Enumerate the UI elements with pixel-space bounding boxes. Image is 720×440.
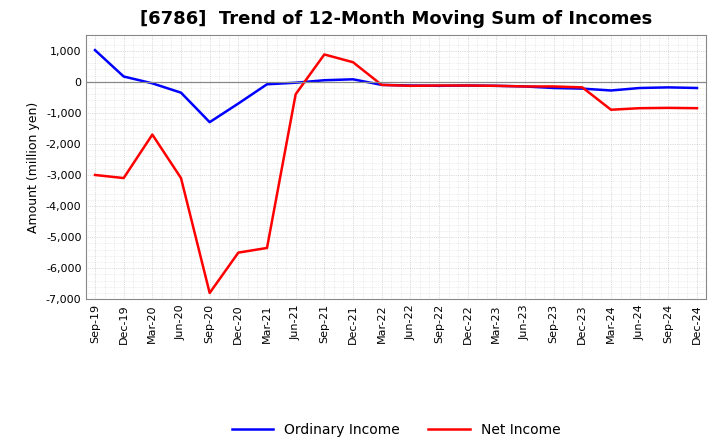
Ordinary Income <box>492 83 500 88</box>
Net Income <box>234 250 243 255</box>
Ordinary Income <box>234 101 243 106</box>
Ordinary Income <box>406 83 415 88</box>
Net Income <box>91 172 99 178</box>
Net Income <box>263 246 271 251</box>
Net Income <box>578 85 587 90</box>
Net Income <box>292 92 300 97</box>
Ordinary Income <box>120 74 128 79</box>
Ordinary Income <box>348 77 357 82</box>
Net Income <box>635 106 644 111</box>
Net Income <box>464 83 472 88</box>
Net Income <box>406 83 415 88</box>
Ordinary Income <box>91 48 99 53</box>
Net Income <box>120 176 128 181</box>
Y-axis label: Amount (million yen): Amount (million yen) <box>27 102 40 233</box>
Ordinary Income <box>693 85 701 91</box>
Net Income <box>205 290 214 296</box>
Ordinary Income <box>464 83 472 88</box>
Net Income <box>320 52 328 57</box>
Net Income <box>521 84 529 89</box>
Net Income <box>693 106 701 111</box>
Net Income <box>664 105 672 110</box>
Ordinary Income <box>664 85 672 90</box>
Net Income <box>607 107 616 112</box>
Net Income <box>176 176 185 181</box>
Net Income <box>492 83 500 88</box>
Line: Net Income: Net Income <box>95 55 697 293</box>
Net Income <box>348 59 357 65</box>
Line: Ordinary Income: Ordinary Income <box>95 50 697 122</box>
Ordinary Income <box>549 85 558 91</box>
Title: [6786]  Trend of 12-Month Moving Sum of Incomes: [6786] Trend of 12-Month Moving Sum of I… <box>140 10 652 28</box>
Legend: Ordinary Income, Net Income: Ordinary Income, Net Income <box>226 417 566 440</box>
Ordinary Income <box>377 82 386 88</box>
Ordinary Income <box>205 120 214 125</box>
Ordinary Income <box>578 86 587 91</box>
Ordinary Income <box>521 84 529 89</box>
Net Income <box>435 83 444 88</box>
Ordinary Income <box>635 85 644 91</box>
Ordinary Income <box>176 90 185 95</box>
Ordinary Income <box>292 80 300 85</box>
Ordinary Income <box>263 82 271 87</box>
Ordinary Income <box>607 88 616 93</box>
Ordinary Income <box>320 77 328 83</box>
Net Income <box>148 132 157 137</box>
Ordinary Income <box>148 81 157 86</box>
Net Income <box>377 82 386 88</box>
Ordinary Income <box>435 83 444 88</box>
Net Income <box>549 84 558 89</box>
